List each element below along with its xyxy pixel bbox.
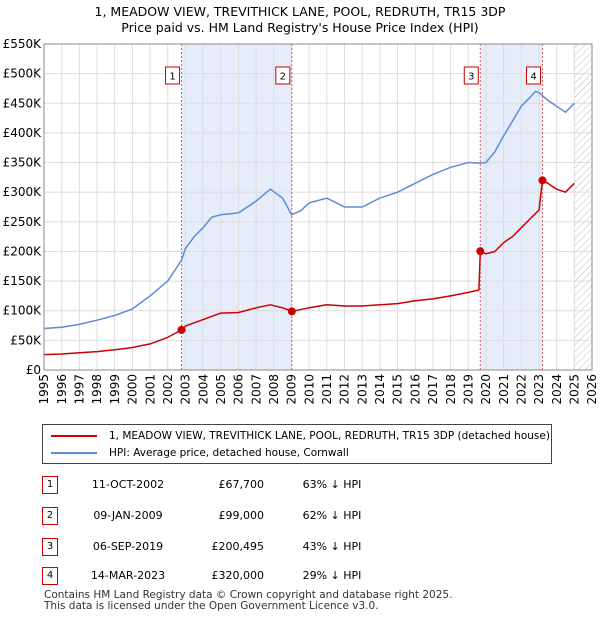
x-tick-label: 2002 — [161, 374, 175, 405]
transaction-number: 3 — [42, 538, 58, 556]
y-tick-label: £150K — [3, 274, 43, 288]
legend: 1, MEADOW VIEW, TREVITHICK LANE, POOL, R… — [42, 424, 552, 464]
x-tick-label: 2011 — [320, 374, 334, 405]
y-tick-label: £300K — [3, 185, 43, 199]
transaction-price: £200,495 — [211, 540, 265, 553]
sale-point — [177, 325, 186, 334]
sale-marker-label: 2 — [280, 72, 286, 83]
sale-marker-box — [165, 66, 181, 85]
transaction-row: 2 09-JAN-2009 £99,000 62% ↓ HPI — [42, 507, 562, 527]
forecast-hatch — [574, 44, 592, 370]
y-tick-label: £450K — [3, 96, 43, 110]
transaction-price: £320,000 — [211, 569, 265, 582]
x-tick-label: 2013 — [355, 374, 369, 405]
x-tick-label: 2004 — [196, 374, 210, 405]
transaction-number: 4 — [42, 567, 58, 585]
x-tick-label: 2008 — [267, 374, 281, 405]
footer-line1: Contains HM Land Registry data © Crown c… — [44, 589, 453, 601]
transaction-price: £67,700 — [218, 478, 265, 491]
x-tick-label: 2014 — [373, 374, 387, 405]
x-tick-label: 2019 — [461, 374, 475, 405]
x-tick-label: 2025 — [568, 374, 582, 405]
x-tick-label: 1999 — [108, 374, 122, 405]
sale-marker-box — [463, 66, 479, 85]
legend-label-property: 1, MEADOW VIEW, TREVITHICK LANE, POOL, R… — [109, 430, 550, 442]
transaction-hpi: 29% ↓ HPI — [302, 569, 362, 582]
x-tick-label: 2006 — [232, 374, 246, 405]
transaction-date: 06-SEP-2019 — [92, 540, 164, 553]
y-tick-label: £0 — [26, 363, 41, 377]
legend-item-property: 1, MEADOW VIEW, TREVITHICK LANE, POOL, R… — [51, 428, 550, 444]
x-tick-label: 2022 — [514, 374, 528, 405]
transaction-number: 2 — [42, 507, 58, 525]
transaction-hpi: 63% ↓ HPI — [302, 478, 362, 491]
x-tick-label: 2015 — [391, 374, 405, 405]
property-price-line — [43, 179, 575, 356]
x-tick-label: 2001 — [143, 374, 157, 405]
sale-point — [538, 176, 547, 185]
legend-item-hpi: HPI: Average price, detached house, Corn… — [51, 445, 349, 461]
x-tick-label: 2007 — [249, 374, 263, 405]
y-tick-label: £100K — [3, 304, 43, 318]
transaction-price: £99,000 — [218, 509, 265, 522]
sale-marker-label: 3 — [468, 72, 474, 83]
chart-title-line2: Price paid vs. HM Land Registry's House … — [121, 20, 479, 35]
legend-swatch-hpi — [51, 452, 97, 454]
sale-marker-label: 4 — [530, 72, 536, 83]
y-tick-label: £400K — [3, 126, 43, 140]
shaded-period — [480, 44, 543, 370]
x-tick-label: 2018 — [444, 374, 458, 405]
x-tick-label: 2021 — [497, 374, 511, 405]
x-tick-label: 2012 — [338, 374, 352, 405]
price-chart: £0 £50K £100K £150K £200K £250K £300K £350K £400… — [3, 37, 600, 405]
transaction-row: 1 11-OCT-2002 £67,700 63% ↓ HPI — [42, 476, 562, 496]
x-tick-label: 2020 — [479, 374, 493, 405]
x-tick-label: 2024 — [550, 374, 564, 405]
x-tick-label: 2005 — [214, 374, 228, 405]
transaction-hpi: 43% ↓ HPI — [302, 540, 362, 553]
x-tick-label: 1998 — [90, 374, 104, 405]
y-tick-label: £250K — [3, 215, 43, 229]
sale-point — [476, 247, 485, 256]
transaction-row: 3 06-SEP-2019 £200,495 43% ↓ HPI — [42, 538, 562, 558]
sale-point — [287, 307, 296, 316]
x-tick-label: 2000 — [126, 374, 140, 405]
transaction-date: 11-OCT-2002 — [91, 478, 165, 491]
x-tick-label: 2023 — [532, 374, 546, 405]
transaction-hpi: 62% ↓ HPI — [302, 509, 362, 522]
x-tick-label: 2009 — [285, 374, 299, 405]
hpi-line — [43, 90, 575, 330]
y-tick-label: £50K — [10, 333, 42, 347]
x-tick-label: 2003 — [179, 374, 193, 405]
sale-marker-box — [526, 66, 542, 85]
x-tick-label: 2026 — [585, 374, 599, 405]
x-tick-label: 1996 — [55, 374, 69, 405]
x-tick-label: 2010 — [302, 374, 316, 405]
x-tick-label: 2017 — [426, 374, 440, 405]
transaction-date: 09-JAN-2009 — [93, 509, 163, 522]
y-tick-label: £550K — [3, 37, 43, 51]
y-tick-label: £350K — [3, 156, 43, 170]
transaction-date: 14-MAR-2023 — [90, 569, 166, 582]
plot-border — [43, 43, 593, 371]
x-tick-label: 1997 — [73, 374, 87, 405]
transaction-row: 4 14-MAR-2023 £320,000 29% ↓ HPI — [42, 567, 562, 587]
y-tick-label: £500K — [3, 67, 43, 81]
transaction-number: 1 — [42, 476, 58, 494]
legend-swatch-property — [51, 435, 97, 437]
x-tick-label: 2016 — [408, 374, 422, 405]
footer-line2: This data is licensed under the Open Gov… — [44, 600, 379, 612]
footer-attribution: Contains HM Land Registry data © Crown c… — [44, 590, 452, 612]
sale-marker-box — [275, 66, 291, 85]
y-tick-label: £200K — [3, 244, 43, 258]
chart-title-line1: 1, MEADOW VIEW, TREVITHICK LANE, POOL, R… — [94, 4, 506, 19]
sale-marker-label: 1 — [169, 72, 175, 83]
x-tick-label: 1995 — [37, 374, 51, 405]
legend-label-hpi: HPI: Average price, detached house, Corn… — [109, 447, 349, 459]
